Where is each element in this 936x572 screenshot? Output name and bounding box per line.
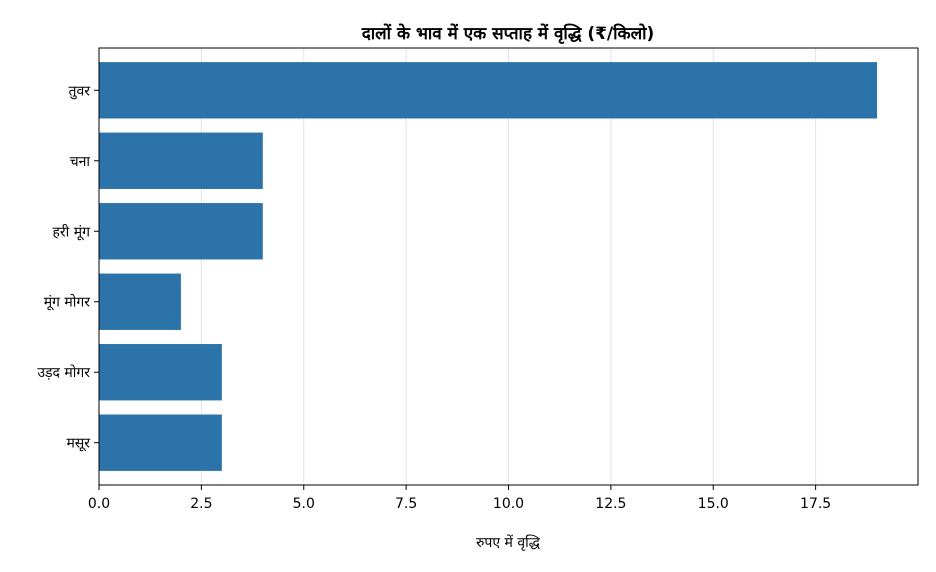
x-axis-ticks: 0.0 2.5 5.0 7.5 10.0 12.5 15.0 17.5 <box>88 485 831 512</box>
y-tick-label: हरी मूंग <box>53 223 92 240</box>
y-tick-label: मसूर <box>66 436 90 452</box>
x-tick-label: 12.5 <box>595 496 626 512</box>
y-tick-label: चना <box>70 154 91 170</box>
bar <box>99 203 263 260</box>
y-tick-label: उड़द मोगर <box>37 364 90 381</box>
bar <box>99 62 878 119</box>
x-tick-label: 5.0 <box>293 496 315 512</box>
x-axis-label: रुपए में वृद्धि <box>476 534 541 551</box>
bar <box>99 132 263 189</box>
bar <box>99 414 222 471</box>
y-axis-ticks: तुवर चना हरी मूंग मूंग मोगर उड़द मोगर मसूर <box>37 83 99 452</box>
chart-title: दालों के भाव में एक सप्ताह में वृद्धि (₹… <box>361 23 655 44</box>
y-tick-label: मूंग मोगर <box>44 294 91 311</box>
bar <box>99 273 181 330</box>
x-tick-label: 2.5 <box>190 496 212 512</box>
x-tick-label: 0.0 <box>88 496 110 512</box>
bars <box>99 62 878 471</box>
grid-lines <box>98 48 817 485</box>
y-tick-label: तुवर <box>69 83 91 99</box>
x-tick-label: 17.5 <box>800 496 831 512</box>
x-tick-label: 15.0 <box>698 496 729 512</box>
bar <box>99 344 222 401</box>
x-tick-label: 10.0 <box>493 496 524 512</box>
x-tick-label: 7.5 <box>395 496 417 512</box>
